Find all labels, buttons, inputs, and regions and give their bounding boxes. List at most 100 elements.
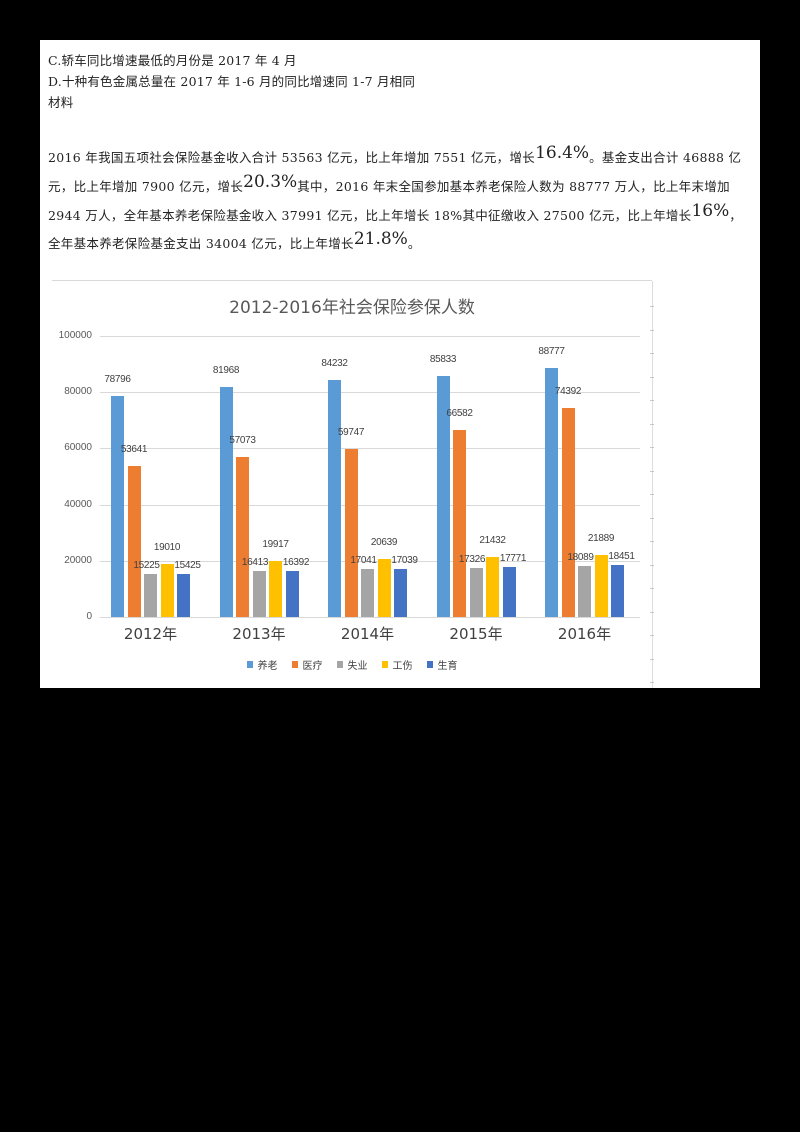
text-segment: 元，比上年增加 7900 亿元，增长	[48, 179, 244, 194]
bar-生育-2015年	[502, 567, 516, 617]
legend-swatch-icon	[336, 661, 343, 668]
legend-item: 工伤	[381, 657, 413, 672]
data-label: 18089	[567, 552, 594, 564]
bar-失业-2012年	[144, 574, 157, 617]
data-label: 53641	[120, 444, 148, 456]
legend-swatch-icon	[426, 661, 433, 668]
x-axis-category-label: 2016年	[557, 625, 612, 643]
bar-养老-2016年	[545, 367, 558, 617]
border-tick	[650, 329, 654, 331]
data-label: 57073	[229, 434, 256, 446]
text-segment: 其中，2016 年末全国参加基本养老保险人数为 88777 万人，比上年末增加	[297, 179, 730, 194]
paragraph-line-4: 全年基本养老保险基金支出 34004 亿元，比上年增长21.8%。	[48, 229, 421, 253]
chart-legend: 养老 医疗 失业 工伤 生育	[52, 657, 652, 672]
border-tick	[650, 635, 654, 636]
border-tick	[650, 353, 654, 354]
gridline	[100, 560, 640, 562]
border-tick	[650, 588, 654, 589]
paragraph-line-2: 元，比上年增加 7900 亿元，增长20.3%其中，2016 年末全国参加基本养…	[48, 172, 730, 196]
y-axis-tick-label: 20000	[64, 554, 92, 566]
legend-label: 医疗	[302, 661, 323, 672]
percentage: 16%	[691, 201, 730, 221]
bar-养老-2014年	[328, 380, 341, 617]
data-label: 74392	[554, 385, 582, 397]
legend-swatch-icon	[291, 661, 298, 668]
chart-title: 2012-2016年社会保险参保人数	[229, 298, 475, 318]
bar-医疗-2012年	[127, 466, 141, 617]
chart-border	[652, 281, 653, 688]
data-label: 17039	[391, 555, 418, 567]
bar-生育-2012年	[177, 573, 190, 617]
bar-生育-2016年	[611, 565, 624, 617]
border-tick	[650, 564, 654, 566]
legend-item: 失业	[336, 657, 368, 672]
bar-工伤-2016年	[594, 555, 608, 617]
y-axis-tick-label: 0	[86, 611, 92, 622]
bar-工伤-2013年	[269, 561, 282, 617]
legend-item: 生育	[426, 657, 458, 672]
bar-生育-2014年	[394, 569, 407, 617]
text-segment: 。基金支出合计 46888 亿	[589, 150, 742, 165]
data-label: 84232	[321, 358, 348, 370]
bar-工伤-2014年	[377, 559, 391, 617]
bar-chart: 2012-2016年社会保险参保人数 100000 80000 60000 40000…	[52, 280, 654, 688]
y-axis-tick-label: 80000	[64, 386, 92, 398]
legend-item: 养老	[246, 657, 278, 672]
percentage: 16.4%	[535, 143, 590, 163]
section-label: 材料	[48, 95, 74, 110]
paragraph-line-3: 2944 万人，全年基本养老保险基金收入 37991 亿元，比上年增长 18%其…	[48, 201, 743, 225]
bar-失业-2015年	[469, 568, 483, 617]
border-tick	[650, 494, 654, 495]
data-label: 17041	[350, 555, 377, 567]
data-label: 15425	[174, 559, 201, 571]
border-tick	[650, 658, 654, 660]
border-tick	[650, 470, 654, 472]
data-label: 59747	[337, 427, 365, 439]
border-tick	[650, 400, 654, 401]
bar-医疗-2014年	[344, 449, 358, 617]
border-tick	[650, 447, 654, 448]
border-tick	[650, 423, 654, 425]
bar-医疗-2015年	[453, 429, 466, 617]
legend-item: 医疗	[291, 657, 323, 672]
option-c: C.轿车同比增速最低的月份是 2017 年 4 月	[48, 53, 297, 68]
bar-医疗-2013年	[236, 456, 249, 617]
text-segment: ，	[729, 208, 743, 223]
data-label: 88777	[538, 345, 565, 357]
y-axis-tick-label: 60000	[64, 442, 92, 454]
border-tick	[650, 541, 654, 542]
percentage: 20.3%	[243, 172, 298, 192]
y-axis-tick-label: 40000	[64, 498, 92, 510]
data-label: 20639	[370, 537, 398, 548]
document-page: C.轿车同比增速最低的月份是 2017 年 4 月 D.十种有色金属总量在 20…	[40, 40, 760, 688]
border-tick	[650, 376, 654, 378]
y-axis-tick-label: 100000	[58, 330, 92, 341]
gridline	[100, 617, 640, 618]
data-label: 16392	[282, 556, 310, 568]
text-segment: 2016 年我国五项社会保险基金收入合计 53563 亿元，比上年增加 7551…	[48, 150, 536, 165]
legend-swatch-icon	[381, 661, 388, 668]
paragraph-line-1: 2016 年我国五项社会保险基金收入合计 53563 亿元，比上年增加 7551…	[48, 143, 742, 167]
data-label: 78796	[104, 373, 131, 385]
data-label: 17771	[499, 553, 527, 565]
legend-label: 养老	[257, 661, 278, 672]
data-label: 21889	[587, 533, 615, 545]
bar-养老-2015年	[436, 375, 450, 617]
data-label: 17326	[458, 554, 486, 566]
gridline	[100, 392, 640, 394]
bar-工伤-2015年	[486, 556, 499, 617]
border-tick	[650, 611, 654, 613]
x-axis-category-label: 2013年	[232, 625, 286, 643]
gridline	[100, 448, 640, 450]
data-label: 15225	[133, 560, 160, 572]
bar-工伤-2012年	[160, 563, 174, 617]
data-label: 19917	[262, 539, 289, 551]
bar-养老-2012年	[111, 395, 124, 617]
gridline	[100, 504, 640, 506]
border-tick	[650, 682, 654, 683]
data-label: 66582	[446, 407, 473, 419]
bar-失业-2014年	[361, 569, 374, 617]
bar-医疗-2016年	[561, 407, 575, 617]
legend-label: 生育	[437, 661, 458, 672]
bar-养老-2013年	[219, 386, 233, 617]
